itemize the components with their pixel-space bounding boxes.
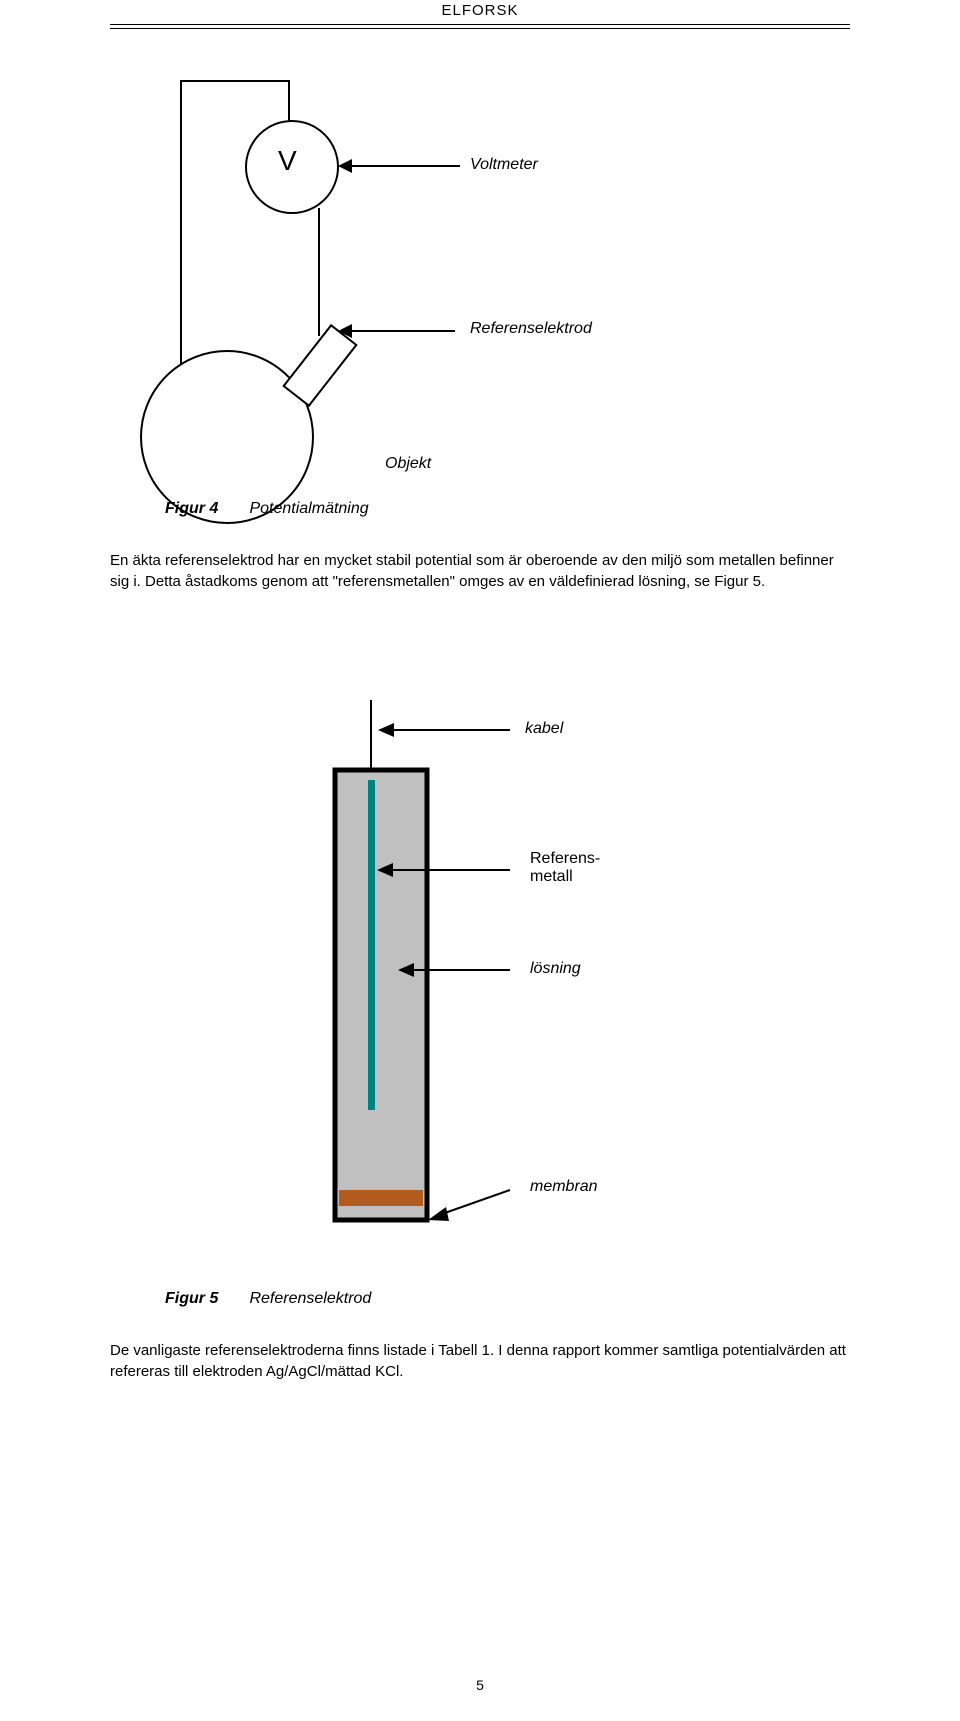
arrow-refelec-head	[338, 324, 352, 338]
page: ELFORSK V Voltmeter Referenselektrod Obj…	[0, 0, 960, 1721]
wire-top	[180, 80, 290, 82]
wire-left	[180, 80, 182, 370]
figure-5-diagram: kabel Referens- metall lösning membran F…	[110, 700, 850, 1330]
figure-4-caption-label: Figur 4	[165, 500, 218, 517]
label-solution: lösning	[530, 960, 581, 978]
arrow-refelec-line	[350, 330, 455, 332]
figure-5-caption-text: Referenselektrod	[249, 1290, 371, 1307]
arrow-voltmeter-head	[338, 159, 352, 173]
paragraph-1: En äkta referenselektrod har en mycket s…	[110, 550, 850, 592]
label-cable: kabel	[525, 720, 563, 738]
label-membrane: membran	[530, 1178, 598, 1196]
label-reference-electrode: Referenselektrod	[470, 320, 592, 338]
header-rule-1	[110, 24, 850, 25]
wire-to-voltmeter	[288, 80, 290, 122]
page-number: 5	[0, 1677, 960, 1693]
arrow-voltmeter-line	[350, 165, 460, 167]
figure-5-caption-label: Figur 5	[165, 1290, 218, 1307]
label-reference-metal: Referens- metall	[530, 850, 600, 886]
object-circle	[140, 350, 314, 524]
figure-5-svg	[110, 700, 850, 1330]
figure-5-caption: Figur 5 Referenselektrod	[165, 1290, 371, 1308]
figure-4-caption-text: Potentialmätning	[249, 500, 368, 517]
paragraph-2: De vanligaste referenselektroderna finns…	[110, 1340, 850, 1382]
wire-to-refelectrode	[318, 208, 320, 336]
voltmeter-letter: V	[278, 145, 297, 177]
figure-4-caption: Figur 4 Potentialmätning	[165, 500, 369, 518]
label-voltmeter: Voltmeter	[470, 156, 538, 174]
header-rule-2	[110, 28, 850, 29]
label-objekt: Objekt	[385, 455, 431, 473]
header-title: ELFORSK	[0, 2, 960, 19]
figure-4-diagram: V Voltmeter Referenselektrod Objekt Figu…	[110, 60, 850, 530]
